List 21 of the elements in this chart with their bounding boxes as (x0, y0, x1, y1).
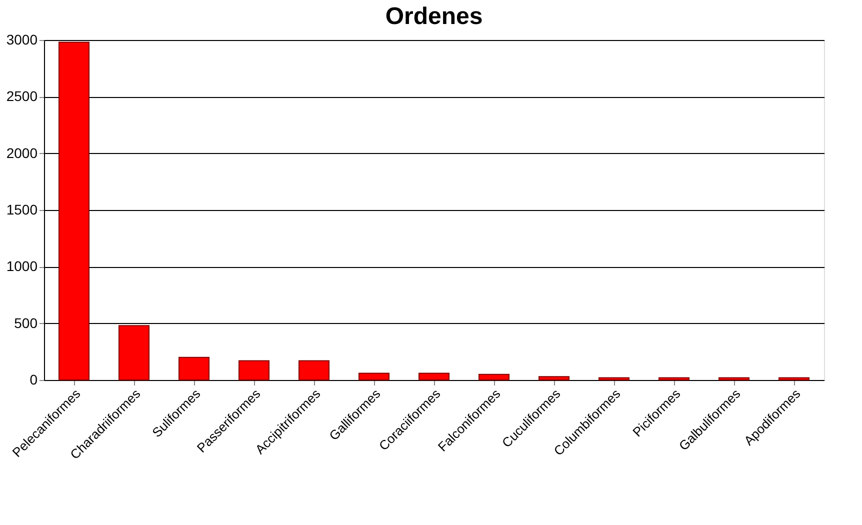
bar (238, 360, 270, 380)
bar (58, 42, 90, 380)
y-tick-label: 3000 (6, 32, 38, 48)
bar (358, 372, 390, 380)
bar (178, 356, 210, 380)
y-tick-label: 2500 (6, 88, 38, 104)
bar (478, 374, 510, 380)
y-tick-label: 1500 (6, 202, 38, 218)
y-tick-label: 1000 (6, 258, 38, 274)
bar (298, 360, 330, 380)
y-tick-label: 500 (14, 314, 38, 331)
y-tick-label: 0 (30, 372, 38, 388)
bar (658, 377, 690, 380)
bar (538, 376, 570, 380)
bar (598, 377, 630, 380)
bar (418, 372, 450, 380)
bar (118, 325, 150, 380)
bar (778, 377, 810, 380)
y-tick-label: 2000 (6, 144, 38, 161)
chart-title: Ordenes (385, 3, 483, 30)
bar (718, 377, 750, 380)
